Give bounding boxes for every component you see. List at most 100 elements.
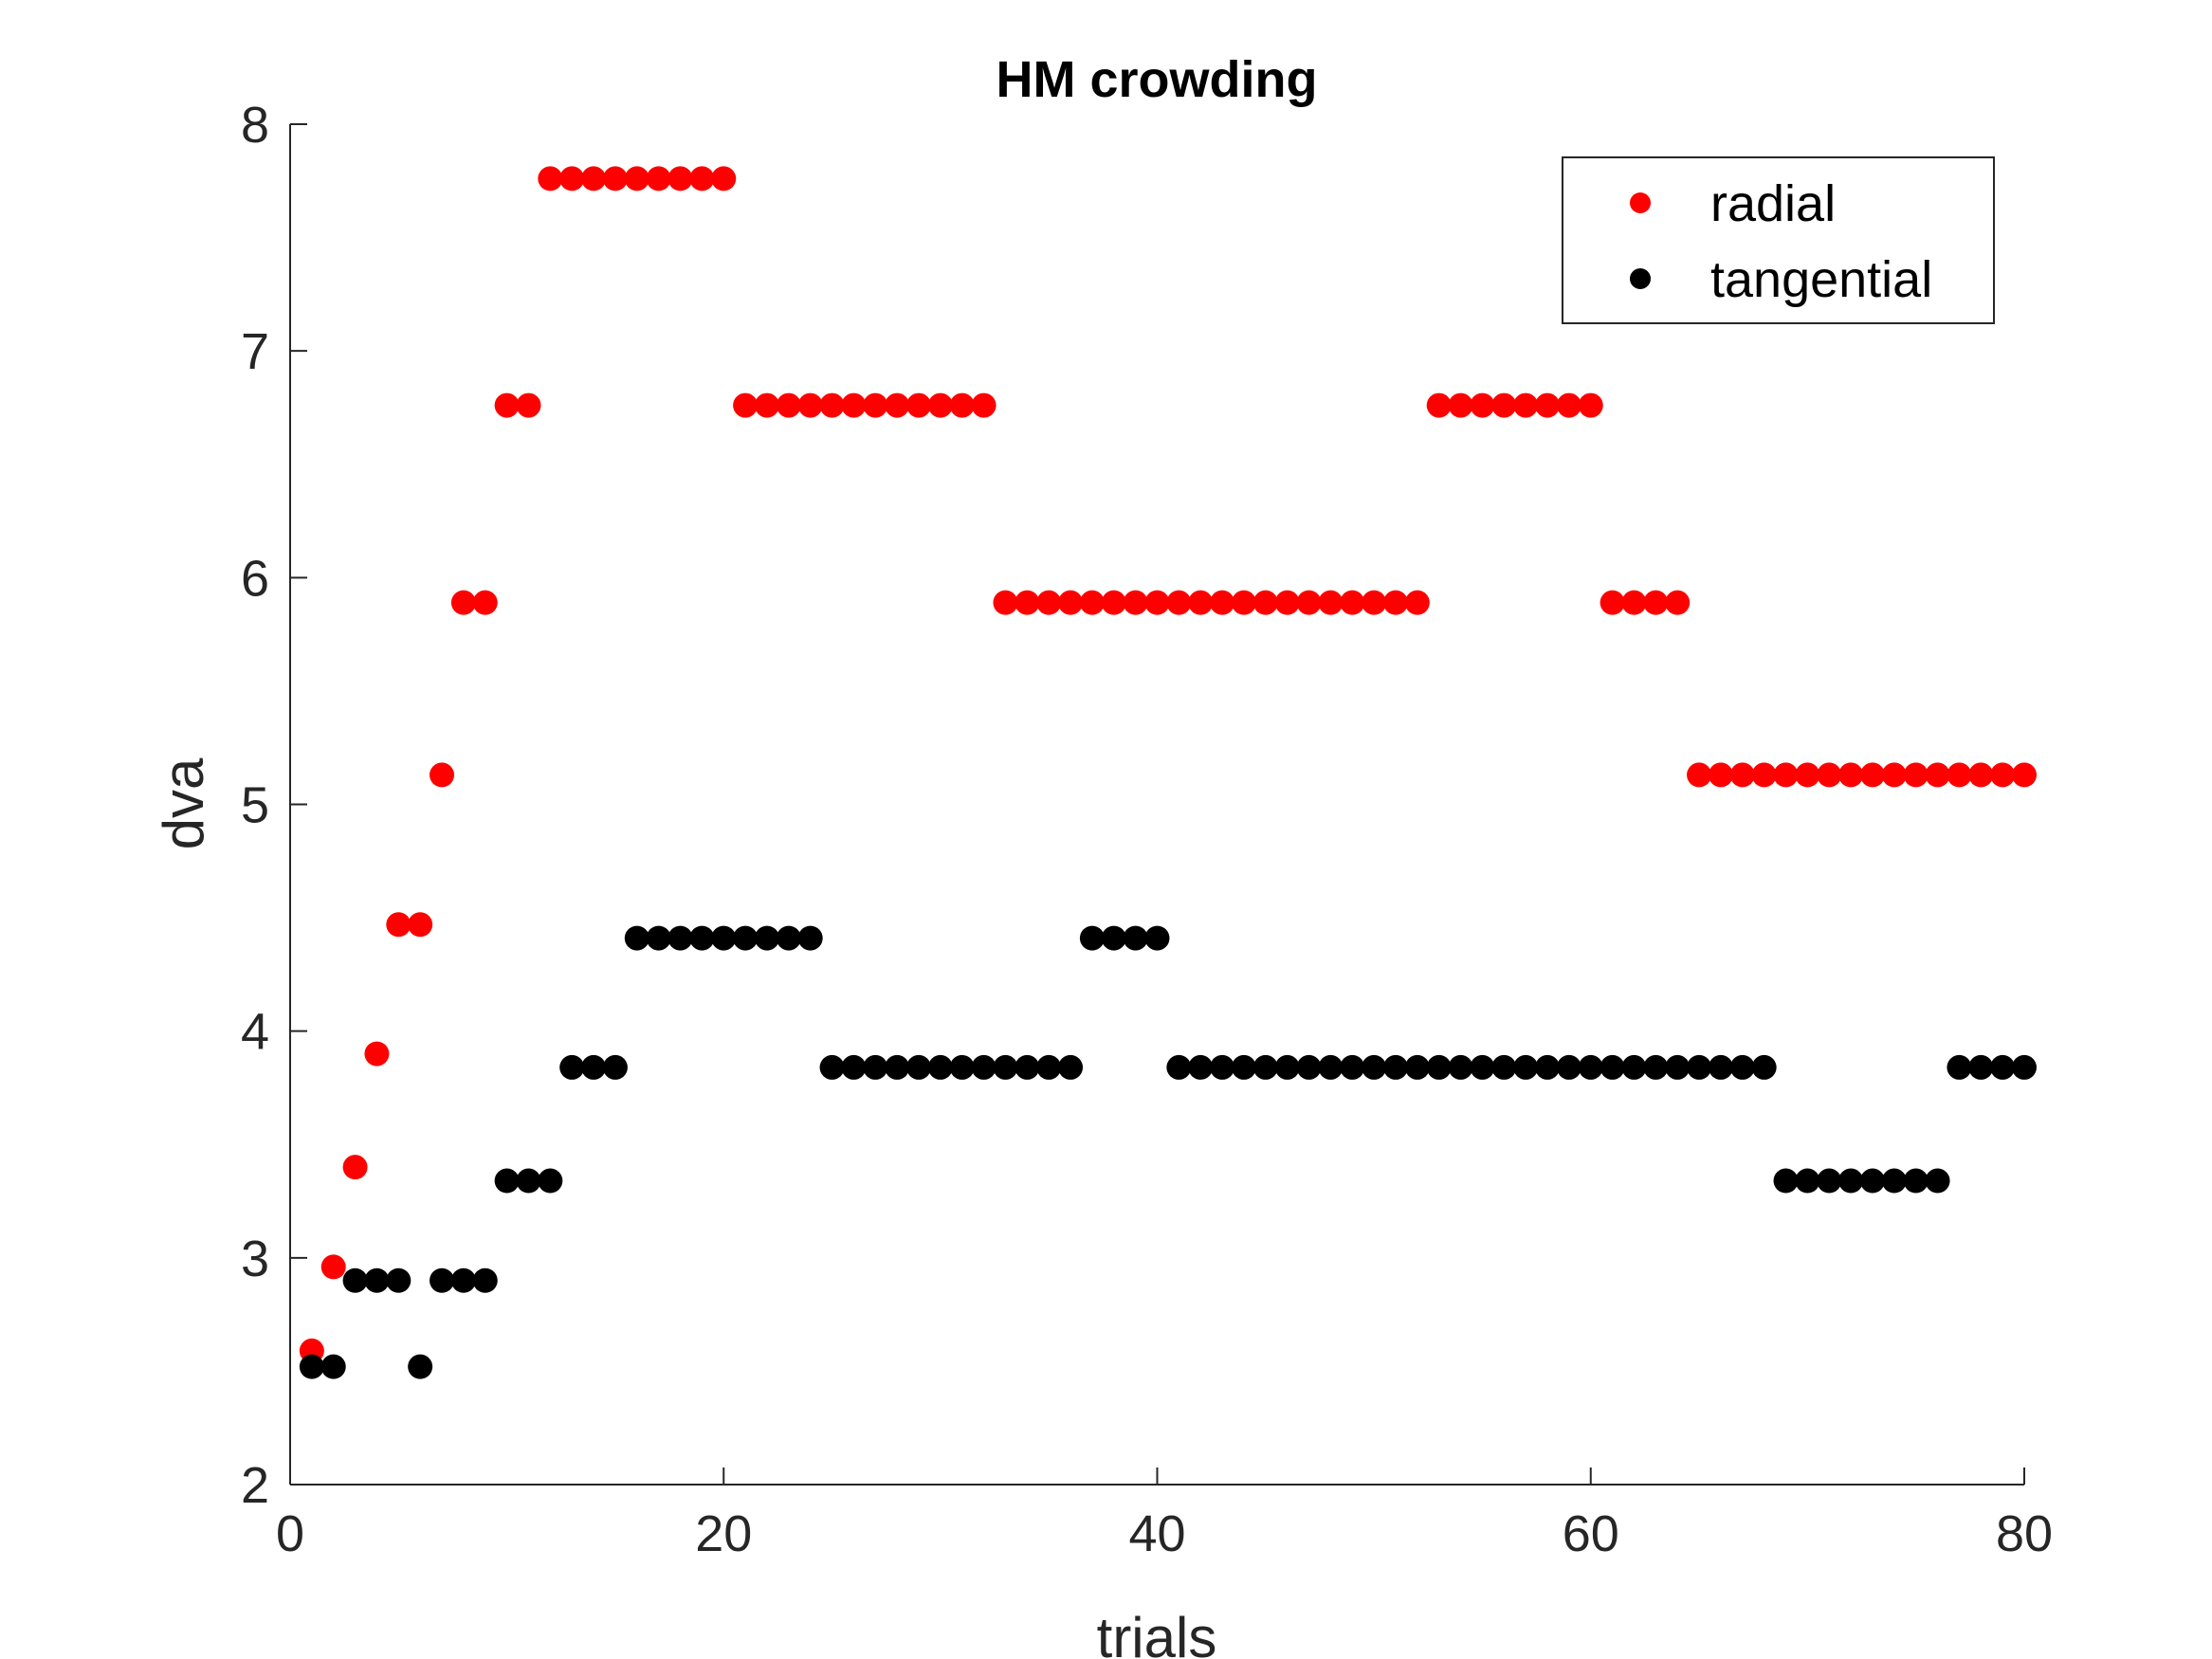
- tangential-point: [1773, 1168, 1799, 1194]
- tangential-point: [1296, 1054, 1322, 1080]
- tangential-point: [689, 925, 715, 951]
- legend-marker-radial: [1630, 192, 1651, 213]
- tangential-point: [1687, 1054, 1712, 1080]
- radial-point: [430, 762, 455, 788]
- radial-point: [320, 1254, 346, 1280]
- tangential-point: [1318, 1054, 1344, 1080]
- radial-point: [1773, 762, 1799, 788]
- radial-point: [1274, 590, 1300, 615]
- radial-point: [993, 590, 1018, 615]
- radial-point: [1470, 392, 1495, 418]
- radial-point: [1859, 762, 1885, 788]
- tangential-point: [1643, 1054, 1669, 1080]
- tangential-point: [538, 1168, 563, 1194]
- radial-point: [776, 392, 801, 418]
- radial-point: [1340, 590, 1365, 615]
- radial-point: [949, 392, 975, 418]
- radial-point: [971, 392, 996, 418]
- radial-point: [689, 166, 715, 191]
- tangential-point: [1231, 1054, 1256, 1080]
- radial-point: [667, 166, 693, 191]
- tangential-point: [1795, 1168, 1820, 1194]
- tangential-point: [1188, 1054, 1214, 1080]
- radial-point: [1990, 762, 2016, 788]
- radial-point: [559, 166, 585, 191]
- radial-point: [1404, 590, 1430, 615]
- tangential-point: [1990, 1054, 2016, 1080]
- y-tick-label: 6: [241, 550, 269, 607]
- tangential-point: [863, 1054, 888, 1080]
- radial-point: [819, 392, 845, 418]
- tangential-point: [408, 1354, 433, 1379]
- x-tick-label: 40: [1128, 1505, 1185, 1562]
- radial-point: [450, 590, 476, 615]
- radial-point: [1382, 590, 1408, 615]
- radial-point: [1296, 590, 1322, 615]
- radial-point: [863, 392, 888, 418]
- tangential-point: [364, 1267, 390, 1293]
- tangential-point: [667, 925, 693, 951]
- tangential-point: [1817, 1168, 1842, 1194]
- tangential-point: [1404, 1054, 1430, 1080]
- tangential-point: [927, 1054, 953, 1080]
- y-axis-label: dva: [152, 757, 215, 849]
- radial-point: [1448, 392, 1473, 418]
- tangential-point: [1210, 1054, 1235, 1080]
- radial-point: [1166, 590, 1192, 615]
- data-points: [299, 166, 2037, 1379]
- tangential-point: [993, 1054, 1018, 1080]
- tangential-point: [1362, 1054, 1387, 1080]
- tangential-point: [1491, 1054, 1517, 1080]
- series-radial: [299, 166, 2037, 1363]
- radial-point: [516, 392, 541, 418]
- tangential-point: [1556, 1054, 1581, 1080]
- chart-title: HM crowding: [996, 51, 1318, 108]
- tangential-point: [1751, 1054, 1777, 1080]
- tangential-point: [1123, 925, 1148, 951]
- tangential-point: [516, 1168, 541, 1194]
- tangential-point: [430, 1267, 455, 1293]
- tangential-point: [1665, 1054, 1691, 1080]
- y-ticks: 2 3 4 5 6 7 8: [241, 97, 307, 1514]
- radial-point: [342, 1155, 368, 1180]
- tangential-point: [1079, 925, 1105, 951]
- radial-point: [1058, 590, 1084, 615]
- radial-point: [927, 392, 953, 418]
- tangential-point: [1578, 1054, 1603, 1080]
- radial-point: [1881, 762, 1907, 788]
- radial-point: [472, 590, 498, 615]
- tangential-point: [1925, 1168, 1950, 1194]
- radial-point: [1600, 590, 1625, 615]
- tangential-point: [1144, 925, 1170, 951]
- legend: radial tangential: [1562, 156, 1995, 324]
- radial-point: [1838, 762, 1864, 788]
- legend-label-tangential: tangential: [1710, 251, 1932, 308]
- tangential-point: [1036, 1054, 1062, 1080]
- tangential-point: [1947, 1054, 1972, 1080]
- series-tangential: [299, 925, 2037, 1379]
- tangential-point: [1881, 1168, 1907, 1194]
- radial-point: [408, 912, 433, 938]
- tangential-point: [1252, 1054, 1278, 1080]
- tangential-point: [1274, 1054, 1300, 1080]
- radial-point: [885, 392, 910, 418]
- radial-point: [602, 166, 628, 191]
- radial-point: [1036, 590, 1062, 615]
- radial-point: [1079, 590, 1105, 615]
- radial-point: [733, 392, 759, 418]
- tangential-point: [1426, 1054, 1452, 1080]
- tangential-point: [1903, 1168, 1929, 1194]
- y-tick-label: 2: [241, 1457, 269, 1514]
- tangential-point: [1166, 1054, 1192, 1080]
- radial-point: [1687, 762, 1712, 788]
- radial-point: [2012, 762, 2037, 788]
- radial-point: [711, 166, 737, 191]
- x-tick-label: 20: [695, 1505, 752, 1562]
- tangential-point: [1729, 1054, 1755, 1080]
- radial-point: [1947, 762, 1972, 788]
- tangential-point: [299, 1354, 324, 1379]
- radial-point: [1101, 590, 1126, 615]
- radial-point: [841, 392, 867, 418]
- radial-point: [1513, 392, 1539, 418]
